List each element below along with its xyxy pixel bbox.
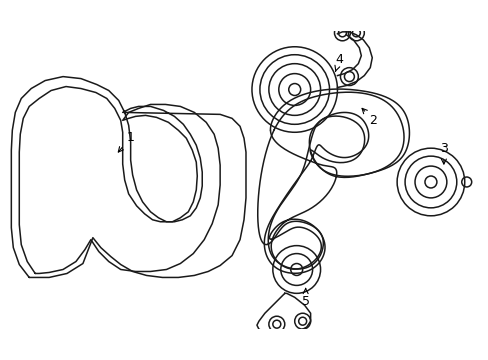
Text: 3: 3: [439, 142, 447, 164]
Text: 4: 4: [334, 53, 343, 72]
Text: 5: 5: [301, 289, 309, 308]
Text: 1: 1: [118, 131, 134, 152]
Text: 2: 2: [361, 108, 376, 127]
